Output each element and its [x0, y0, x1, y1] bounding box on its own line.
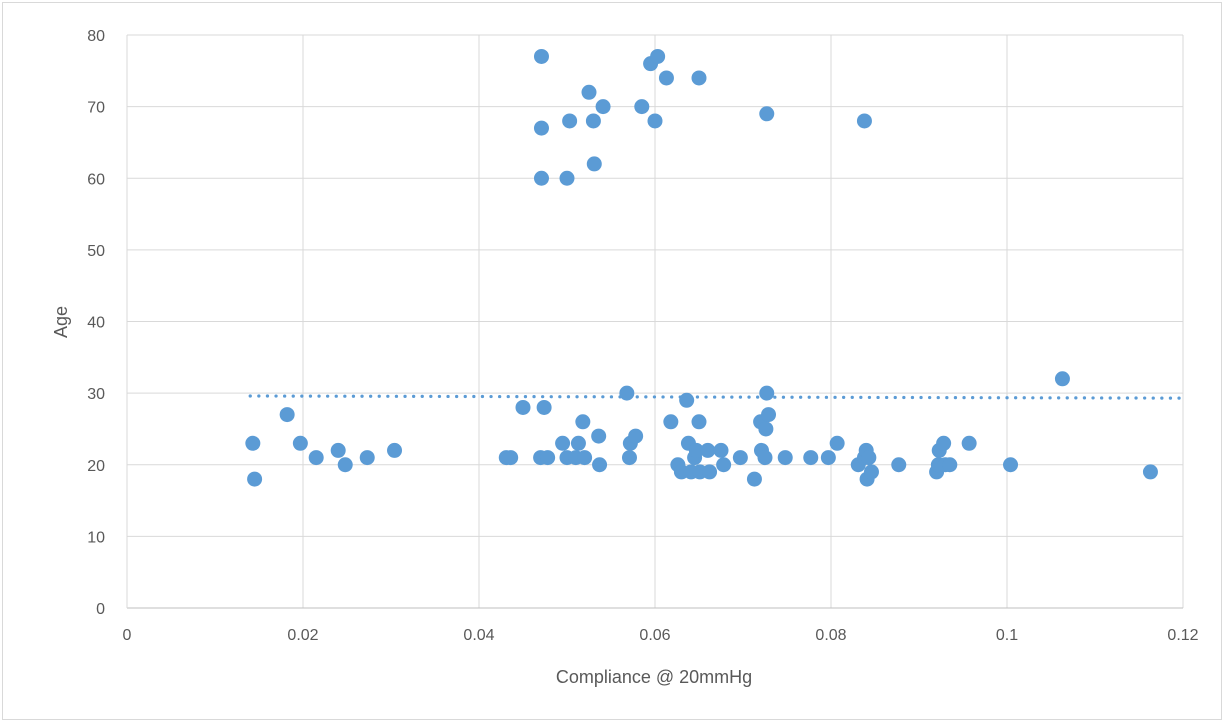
- data-point: [621, 450, 637, 466]
- x-tick-label: 0.02: [287, 627, 318, 644]
- axes: [126, 35, 1183, 609]
- data-point: [308, 450, 324, 466]
- y-tick-label: 30: [87, 386, 105, 403]
- x-tick-label: 0.04: [463, 627, 494, 644]
- data-point: [279, 407, 295, 423]
- x-tick-label: 0.06: [639, 627, 670, 644]
- data-point: [562, 113, 578, 129]
- data-point: [891, 457, 907, 473]
- data-point: [1142, 464, 1158, 480]
- data-point: [759, 385, 775, 401]
- y-tick-label: 80: [87, 28, 105, 45]
- data-point: [746, 471, 762, 487]
- data-point: [856, 113, 872, 129]
- data-point: [732, 450, 748, 466]
- data-point: [803, 450, 819, 466]
- data-point: [829, 435, 845, 451]
- data-point: [820, 450, 836, 466]
- y-tick-label: 50: [87, 243, 105, 260]
- data-point: [634, 99, 650, 115]
- data-point: [691, 414, 707, 430]
- data-point: [536, 399, 552, 415]
- y-tick-label: 0: [96, 601, 105, 618]
- data-point: [540, 450, 556, 466]
- data-point: [581, 84, 597, 100]
- data-point: [591, 428, 607, 444]
- data-point: [585, 113, 601, 129]
- x-tick-label: 0.08: [815, 627, 846, 644]
- data-point: [1003, 457, 1019, 473]
- data-point: [359, 450, 375, 466]
- data-point: [713, 442, 729, 458]
- data-point: [758, 421, 774, 437]
- data-point: [679, 392, 695, 408]
- data-point: [577, 450, 593, 466]
- x-tick-label: 0.12: [1167, 627, 1198, 644]
- data-point: [777, 450, 793, 466]
- data-point: [595, 99, 611, 115]
- y-tick-label: 70: [87, 100, 105, 117]
- data-point: [533, 48, 549, 64]
- data-point: [942, 457, 958, 473]
- data-point: [759, 106, 775, 122]
- data-point: [533, 170, 549, 186]
- data-point: [515, 399, 531, 415]
- x-tick-labels: 0 0.02 0.04 0.06 0.08 0.1 0.12: [123, 627, 1199, 644]
- data-point: [688, 442, 704, 458]
- data-point: [658, 70, 674, 86]
- data-point: [861, 450, 877, 466]
- data-point: [503, 450, 519, 466]
- data-point: [716, 457, 732, 473]
- data-point: [559, 170, 575, 186]
- data-point: [663, 414, 679, 430]
- data-point: [700, 442, 716, 458]
- x-axis-title: Compliance @ 20mmHg: [556, 667, 752, 687]
- data-point: [292, 435, 308, 451]
- gridlines: [127, 34, 1184, 608]
- x-tick-label: 0.1: [996, 627, 1018, 644]
- x-tick-label: 0: [123, 627, 132, 644]
- data-point: [702, 464, 718, 480]
- data-point: [555, 435, 571, 451]
- data-point: [647, 113, 663, 129]
- y-tick-label: 40: [87, 315, 105, 332]
- data-point: [650, 48, 666, 64]
- data-point: [757, 450, 773, 466]
- trendline-group: [248, 394, 1185, 400]
- data-point: [330, 442, 346, 458]
- data-point: [691, 70, 707, 86]
- y-tick-label: 20: [87, 458, 105, 475]
- data-point: [761, 407, 777, 423]
- data-point: [570, 435, 586, 451]
- data-point: [619, 385, 635, 401]
- data-point: [245, 435, 261, 451]
- data-point: [961, 435, 977, 451]
- data-point: [533, 120, 549, 136]
- data-point: [863, 464, 879, 480]
- trendline: [248, 394, 1185, 400]
- y-tick-label: 60: [87, 171, 105, 188]
- data-point: [592, 457, 608, 473]
- y-tick-labels: 0 10 20 30 40 50 60 70 80: [87, 28, 105, 618]
- data-point: [628, 428, 644, 444]
- y-tick-label: 10: [87, 529, 105, 546]
- data-point: [247, 471, 263, 487]
- data-points: [245, 48, 1158, 487]
- data-point: [936, 435, 952, 451]
- y-axis-title: Age: [51, 306, 71, 338]
- data-point: [575, 414, 591, 430]
- data-point: [387, 442, 403, 458]
- data-point: [337, 457, 353, 473]
- data-point: [586, 156, 602, 172]
- data-point: [1054, 371, 1070, 387]
